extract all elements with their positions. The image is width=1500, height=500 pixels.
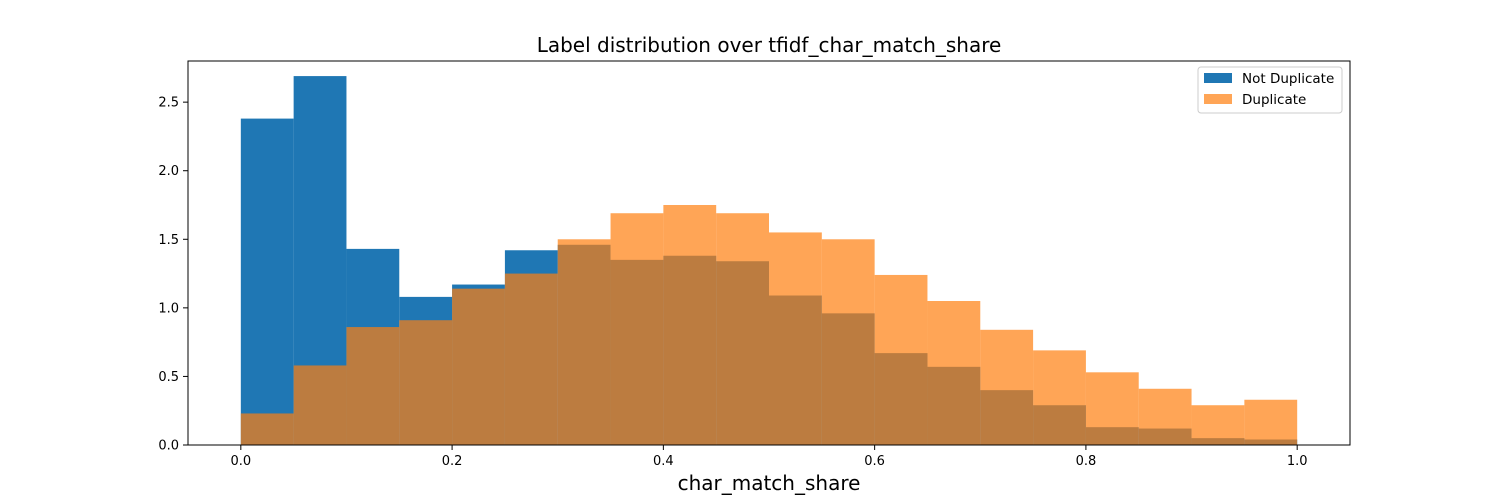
bar-duplicate-12 (874, 274, 928, 445)
legend-swatch-not-duplicate (1204, 73, 1232, 83)
bar-duplicate-11 (821, 239, 875, 445)
bar-not-duplicate-0 (240, 118, 294, 445)
plot-area (187, 60, 1351, 446)
bar-duplicate-15 (1033, 350, 1086, 445)
legend-label-not-duplicate: Not Duplicate (1242, 71, 1334, 87)
legend-swatch-duplicate (1204, 94, 1232, 104)
bar-duplicate-19 (1244, 399, 1298, 445)
x-axis: 0.0 0.2 0.4 0.6 0.8 1.0 (230, 445, 1308, 469)
bar-duplicate-3 (399, 320, 453, 445)
y-axis: 0.0 0.5 1.0 1.5 2.0 2.5 (158, 96, 188, 454)
y-tick-label: 1.5 (158, 233, 179, 248)
x-tick-label: 1.0 (1287, 454, 1308, 469)
x-tick-label: 0.8 (1076, 454, 1097, 469)
bar-duplicate-8 (663, 205, 717, 445)
bar-duplicate-18 (1191, 405, 1245, 445)
y-tick-label: 0.5 (158, 370, 179, 385)
chart-title: Label distribution over tfidf_char_match… (537, 33, 1002, 57)
y-tick-label: 0.0 (158, 439, 179, 454)
bar-duplicate-14 (980, 329, 1034, 445)
bars-layer (240, 76, 1298, 445)
bar-duplicate-7 (610, 213, 664, 445)
bar-duplicate-1 (293, 365, 347, 445)
legend-frame (1197, 66, 1343, 114)
y-tick-label: 2.0 (158, 164, 179, 179)
bar-duplicate-9 (716, 213, 769, 445)
bar-duplicate-2 (346, 327, 400, 445)
bar-duplicate-4 (452, 288, 505, 445)
x-tick-label: 0.0 (230, 454, 251, 469)
bar-duplicate-16 (1085, 372, 1139, 445)
bar-duplicate-5 (504, 273, 558, 445)
x-tick-label: 0.6 (864, 454, 885, 469)
legend-label-duplicate: Duplicate (1242, 92, 1306, 108)
x-tick-label: 0.2 (442, 454, 463, 469)
legend: Not Duplicate Duplicate (1197, 66, 1343, 114)
bar-duplicate-0 (240, 413, 294, 445)
bar-duplicate-6 (557, 239, 611, 445)
y-tick-label: 1.0 (158, 301, 179, 316)
y-tick-label: 2.5 (158, 96, 179, 111)
x-axis-label: char_match_share (678, 471, 861, 495)
bar-duplicate-13 (927, 301, 981, 445)
axes-frame (187, 60, 1351, 446)
bar-duplicate-17 (1138, 388, 1192, 445)
bar-duplicate-10 (769, 232, 822, 445)
x-tick-label: 0.4 (653, 454, 674, 469)
